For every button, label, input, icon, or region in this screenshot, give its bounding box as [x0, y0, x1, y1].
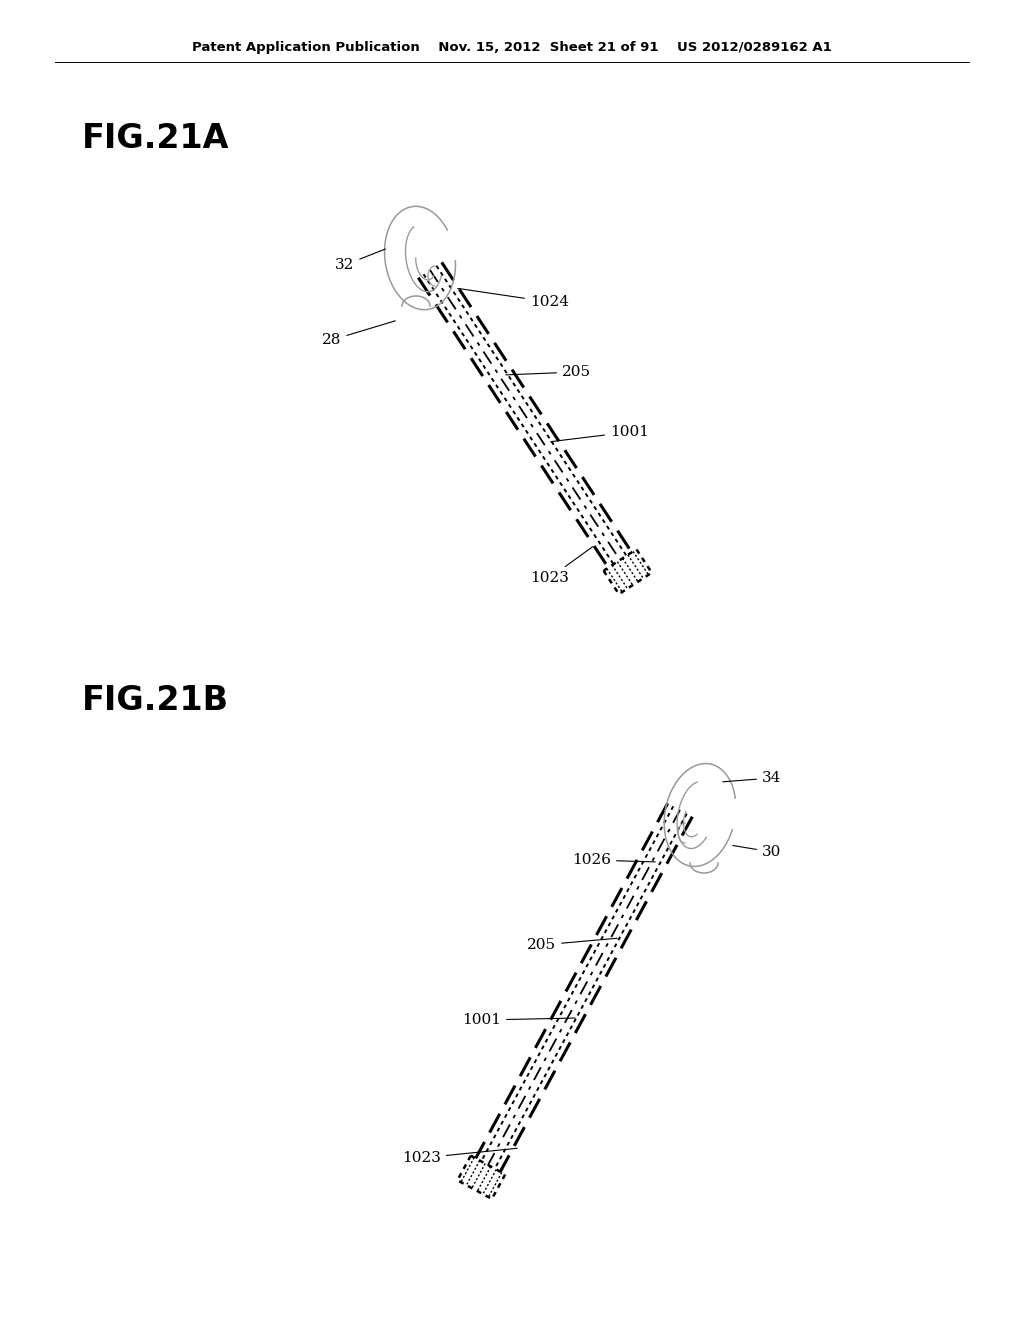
Text: FIG.21B: FIG.21B [82, 684, 229, 717]
Text: 28: 28 [322, 321, 395, 347]
Text: 1026: 1026 [572, 853, 655, 867]
Text: 30: 30 [733, 845, 781, 859]
Text: 1023: 1023 [402, 1148, 517, 1166]
Text: 1001: 1001 [462, 1012, 575, 1027]
Text: Patent Application Publication    Nov. 15, 2012  Sheet 21 of 91    US 2012/02891: Patent Application Publication Nov. 15, … [193, 41, 831, 54]
Text: 32: 32 [335, 249, 385, 272]
Text: 205: 205 [506, 366, 591, 379]
Text: 1001: 1001 [551, 425, 649, 442]
Text: FIG.21A: FIG.21A [82, 121, 229, 154]
Text: 34: 34 [723, 771, 781, 785]
Text: 205: 205 [527, 939, 617, 952]
Text: 1024: 1024 [458, 288, 569, 309]
Text: 1023: 1023 [530, 546, 593, 585]
